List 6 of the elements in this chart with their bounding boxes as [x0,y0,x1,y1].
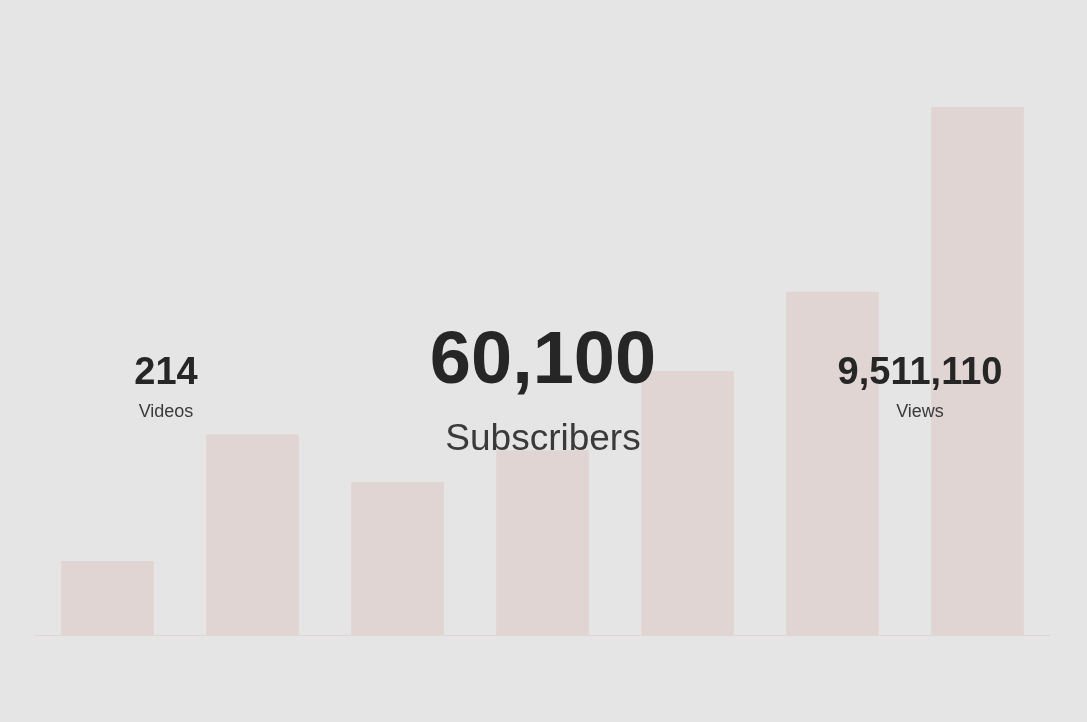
annotation: Subscribers [445,416,641,458]
annotation: Views [896,401,944,421]
annotation: 214 [134,350,198,392]
annotation: 9,511,110 [837,350,1003,392]
annotation: Videos [138,401,194,421]
annotation: 60,100 [429,315,657,399]
